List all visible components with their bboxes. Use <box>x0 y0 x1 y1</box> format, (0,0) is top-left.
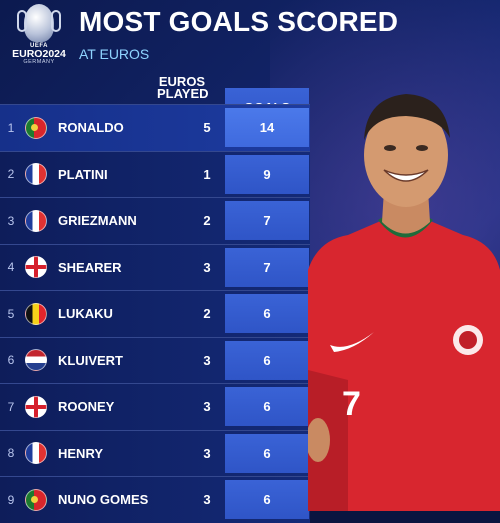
rank: 7 <box>7 399 15 414</box>
euros-played: 3 <box>203 259 211 275</box>
netherlands-flag-icon <box>25 349 47 372</box>
column-header-played: EUROS PLAYED <box>157 74 209 101</box>
rank: 8 <box>7 446 15 461</box>
player-name: SHEARER <box>58 259 122 275</box>
table-row: 2 PLATINI 1 9 <box>0 150 310 197</box>
goals: 14 <box>225 108 309 147</box>
euros-played: 3 <box>203 399 211 415</box>
table-row: 5 LUKAKU 2 6 <box>0 290 310 337</box>
goals: 9 <box>225 154 309 194</box>
euros-played: 3 <box>203 352 211 368</box>
table-row: 7 ROONEY 3 6 <box>0 383 310 430</box>
table-row: 4 SHEARER 3 7 <box>0 243 310 290</box>
france-flag-icon <box>25 163 47 186</box>
table-row: 8 HENRY 3 6 <box>0 429 310 476</box>
player-name: ROONEY <box>58 399 115 415</box>
euros-played: 5 <box>203 120 211 136</box>
table-row: 3 GRIEZMANN 2 7 <box>0 197 310 244</box>
france-flag-icon <box>25 442 47 465</box>
goals: 6 <box>225 387 309 426</box>
celebrating-player-image: 7 <box>308 94 500 511</box>
portugal-flag-icon <box>25 116 47 139</box>
goals: 6 <box>225 433 309 473</box>
rank: 4 <box>7 260 15 275</box>
euros-played: 1 <box>203 166 211 182</box>
played-header-line-1: EUROS <box>158 74 206 89</box>
goals: 7 <box>225 247 309 287</box>
player-name: GRIEZMANN <box>58 213 137 229</box>
page-subtitle: AT EUROS <box>79 46 150 62</box>
euro2024-logo: UEFA EURO2024 GERMANY <box>10 4 68 76</box>
player-name: KLUIVERT <box>58 352 123 368</box>
logo-euro-text: EURO2024 <box>12 48 66 60</box>
table-row: 9 NUNO GOMES 3 6 <box>0 476 310 523</box>
player-name: HENRY <box>58 445 104 461</box>
goals: 6 <box>225 340 309 380</box>
belgium-flag-icon <box>25 302 47 325</box>
table-row: 6 KLUIVERT 3 6 <box>0 336 310 383</box>
page-title: MOST GOALS SCORED <box>79 6 399 37</box>
rank: 3 <box>7 213 15 228</box>
euros-played: 3 <box>203 492 211 508</box>
player-illustration: 7 <box>308 70 500 511</box>
portugal-flag-icon <box>25 488 47 511</box>
goals: 6 <box>225 294 309 333</box>
euros-played: 2 <box>203 213 211 229</box>
logo-uefa-text: UEFA <box>29 43 48 49</box>
rank: 5 <box>7 306 15 321</box>
played-header-line-2: PLAYED <box>157 86 209 101</box>
player-name: PLATINI <box>58 166 108 182</box>
player-name: RONALDO <box>58 120 124 136</box>
table-row: 1 RONALDO 5 14 <box>0 104 310 151</box>
euros-played: 2 <box>203 306 211 322</box>
trophy-icon <box>17 4 61 42</box>
player-name: LUKAKU <box>58 306 113 322</box>
france-flag-icon <box>25 209 47 232</box>
rank: 2 <box>7 167 15 182</box>
goals: 7 <box>225 201 309 240</box>
euros-played: 3 <box>203 445 211 461</box>
england-flag-icon <box>25 256 47 279</box>
rank: 1 <box>7 120 15 135</box>
england-flag-icon <box>25 395 47 418</box>
player-name: NUNO GOMES <box>58 492 149 508</box>
shirt-number: 7 <box>342 385 361 423</box>
rank: 9 <box>7 492 15 507</box>
goals: 6 <box>225 480 309 519</box>
scorers-table: 1 RONALDO 5 14 2 PLATINI 1 9 3 GRIEZMANN… <box>0 104 310 523</box>
rank: 6 <box>7 353 15 368</box>
logo-country-text: GERMANY <box>23 59 55 65</box>
